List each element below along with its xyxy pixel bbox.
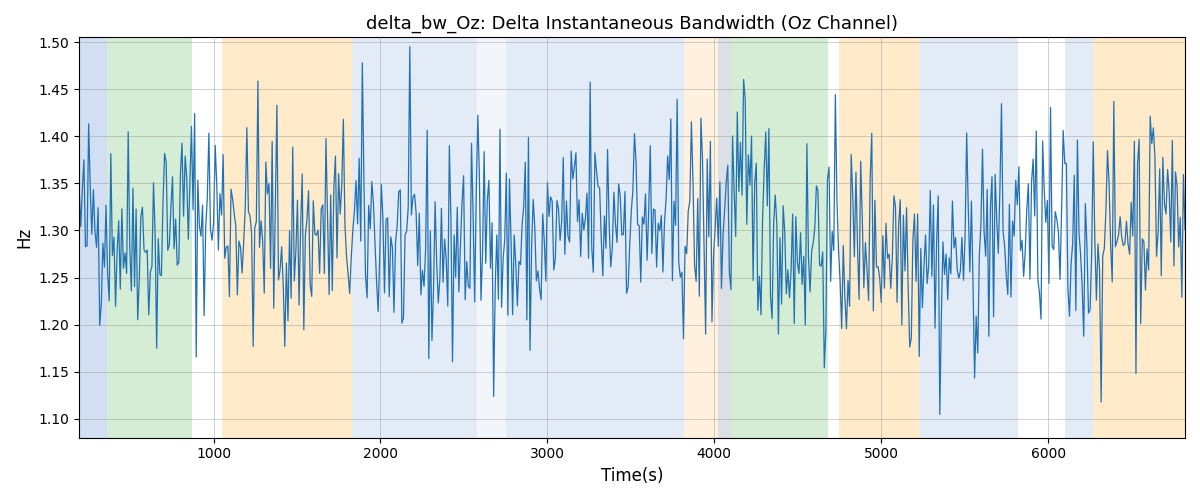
X-axis label: Time(s): Time(s) (601, 467, 664, 485)
Bar (222, 38, 352, 438)
Bar (718, 38, 731, 438)
Bar (107, 38, 192, 438)
Y-axis label: Hz: Hz (14, 227, 32, 248)
Title: delta_bw_Oz: Delta Instantaneous Bandwidth (Oz Channel): delta_bw_Oz: Delta Instantaneous Bandwid… (366, 15, 898, 34)
Bar (684, 38, 718, 438)
Bar (840, 38, 919, 438)
Bar (505, 38, 684, 438)
Bar (79, 38, 107, 438)
Bar (352, 38, 478, 438)
Bar (1064, 38, 1093, 438)
Bar (1093, 38, 1186, 438)
Bar (478, 38, 505, 438)
Bar (919, 38, 1018, 438)
Bar (731, 38, 828, 438)
